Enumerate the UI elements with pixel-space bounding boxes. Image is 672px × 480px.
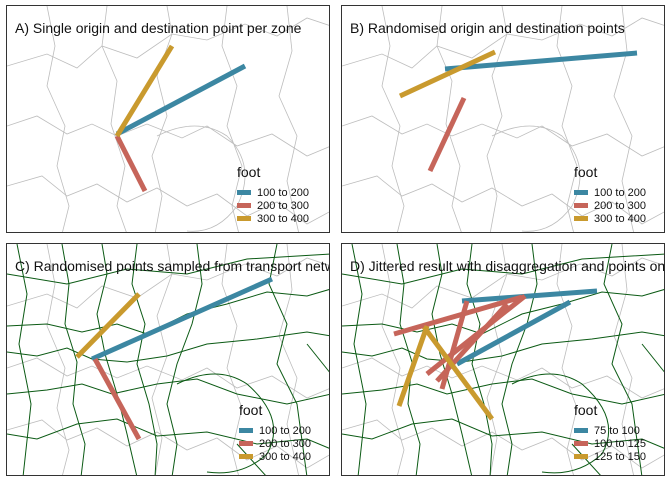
legend-item: 100 to 200 bbox=[239, 424, 311, 437]
zone-boundaries bbox=[342, 6, 664, 232]
legend-item: 125 to 150 bbox=[574, 450, 646, 463]
legend-swatch bbox=[239, 428, 253, 433]
legend-item: 75 to 100 bbox=[574, 424, 646, 437]
flow-line bbox=[455, 299, 572, 367]
map-panel-a: A) Single origin and destination point p… bbox=[6, 5, 330, 233]
legend-swatch bbox=[237, 203, 251, 208]
legend-label: 100 to 200 bbox=[259, 424, 311, 437]
flow-line bbox=[398, 49, 497, 99]
flow-line bbox=[427, 96, 467, 173]
legend-swatch bbox=[239, 454, 253, 459]
flow-lines bbox=[75, 276, 274, 441]
legend-label: 100 to 125 bbox=[594, 437, 646, 450]
legend-swatch bbox=[574, 441, 588, 446]
flow-line bbox=[461, 288, 598, 304]
panel-title: C) Randomised points sampled from transp… bbox=[15, 258, 330, 274]
map-panel-c: C) Randomised points sampled from transp… bbox=[6, 243, 330, 476]
map-canvas-b bbox=[342, 6, 664, 232]
legend-swatch bbox=[237, 190, 251, 195]
flow-lines bbox=[114, 44, 247, 193]
panel-title: A) Single origin and destination point p… bbox=[15, 20, 302, 36]
legend: foot 100 to 200 200 to 300 300 to 400 bbox=[239, 402, 311, 463]
legend-label: 100 to 200 bbox=[594, 186, 646, 199]
legend-label: 200 to 300 bbox=[259, 437, 311, 450]
flow-line bbox=[425, 294, 527, 376]
legend-title: foot bbox=[574, 402, 598, 418]
flow-line bbox=[75, 292, 141, 359]
flow-lines bbox=[398, 49, 638, 173]
panel-title: B) Randomised origin and destination poi… bbox=[350, 20, 625, 36]
flow-line bbox=[115, 63, 247, 137]
legend-swatch bbox=[574, 203, 588, 208]
flow-line bbox=[393, 294, 523, 337]
flow-line bbox=[114, 44, 175, 138]
legend-item: 200 to 300 bbox=[239, 437, 311, 450]
legend-item: 300 to 400 bbox=[239, 450, 311, 463]
legend-item: 300 to 400 bbox=[237, 212, 309, 225]
legend-swatch bbox=[237, 216, 251, 221]
flow-line bbox=[439, 300, 470, 390]
flow-line bbox=[92, 357, 142, 441]
flow-line bbox=[421, 325, 495, 421]
legend-item: 100 to 200 bbox=[237, 186, 309, 199]
flow-line bbox=[90, 276, 274, 362]
flow-line bbox=[444, 50, 638, 72]
legend-item: 300 to 400 bbox=[574, 212, 646, 225]
road-network bbox=[342, 244, 664, 475]
legend: foot 100 to 200 200 to 300 300 to 400 bbox=[237, 164, 309, 225]
legend: foot 100 to 200 200 to 300 300 to 400 bbox=[574, 164, 646, 225]
legend-label: 200 to 300 bbox=[594, 199, 646, 212]
legend-label: 75 to 100 bbox=[594, 424, 640, 437]
legend-title: foot bbox=[237, 164, 261, 180]
legend-title: foot bbox=[239, 402, 263, 418]
legend-swatch bbox=[574, 190, 588, 195]
legend-swatch bbox=[574, 216, 588, 221]
legend-item: 200 to 300 bbox=[237, 199, 309, 212]
panel-title: D) Jittered result with disaggregation a… bbox=[350, 258, 665, 274]
map-canvas-a bbox=[7, 6, 329, 232]
flow-line bbox=[396, 325, 430, 407]
legend-label: 300 to 400 bbox=[257, 212, 309, 225]
legend-item: 100 to 200 bbox=[574, 186, 646, 199]
legend-label: 200 to 300 bbox=[257, 199, 309, 212]
legend-label: 300 to 400 bbox=[594, 212, 646, 225]
legend-item: 200 to 300 bbox=[574, 199, 646, 212]
legend-swatch bbox=[574, 454, 588, 459]
flow-line bbox=[114, 134, 148, 193]
legend-swatch bbox=[574, 428, 588, 433]
legend-label: 125 to 150 bbox=[594, 450, 646, 463]
legend: foot 75 to 100 100 to 125 125 to 150 bbox=[574, 402, 646, 463]
flow-lines bbox=[393, 288, 598, 421]
legend-swatch bbox=[239, 441, 253, 446]
map-canvas-d bbox=[342, 244, 664, 475]
legend-label: 100 to 200 bbox=[257, 186, 309, 199]
map-canvas-c bbox=[7, 244, 329, 475]
zone-boundaries bbox=[7, 6, 329, 232]
legend-title: foot bbox=[574, 164, 598, 180]
legend-item: 100 to 125 bbox=[574, 437, 646, 450]
map-panel-b: B) Randomised origin and destination poi… bbox=[341, 5, 665, 233]
legend-label: 300 to 400 bbox=[259, 450, 311, 463]
map-panel-d: D) Jittered result with disaggregation a… bbox=[341, 243, 665, 476]
